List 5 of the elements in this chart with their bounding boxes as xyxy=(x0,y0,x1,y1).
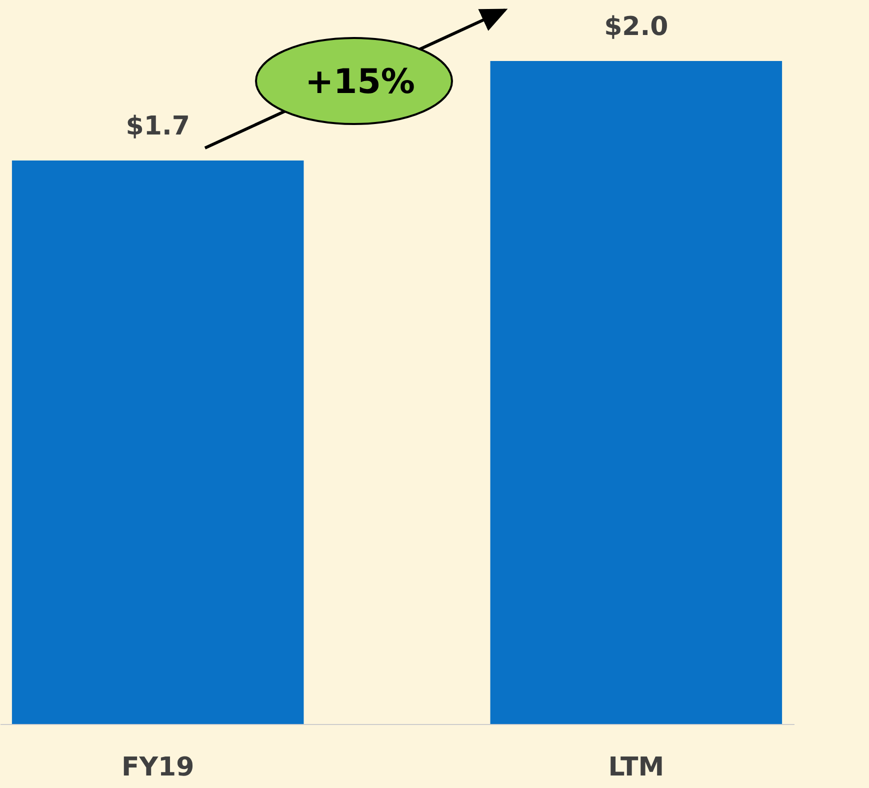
annotation: +15% xyxy=(305,62,415,102)
data-label: $2.0 xyxy=(604,12,668,42)
x-tick-label: FY19 xyxy=(121,752,194,782)
data-label: $1.7 xyxy=(126,111,190,142)
x-tick-label: LTM xyxy=(608,752,664,782)
